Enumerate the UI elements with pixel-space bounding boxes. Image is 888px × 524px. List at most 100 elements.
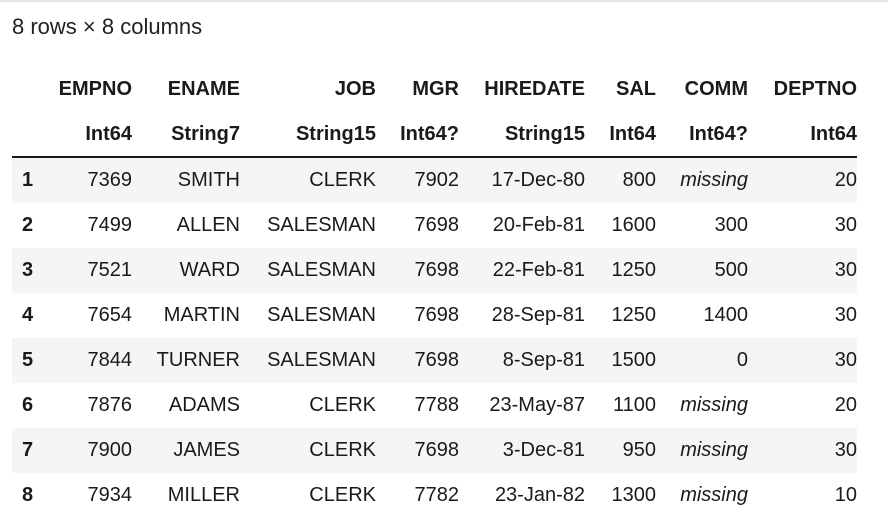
table-summary: 8 rows × 8 columns bbox=[12, 14, 203, 39]
table-cell: ADAMS bbox=[132, 383, 240, 428]
column-type: Int64 bbox=[585, 112, 656, 158]
table-cell: JAMES bbox=[132, 428, 240, 473]
table-cell: 30 bbox=[748, 293, 857, 338]
column-type: Int64? bbox=[656, 112, 748, 158]
table-cell: 3-Dec-81 bbox=[459, 428, 585, 473]
table-cell: 7698 bbox=[376, 338, 459, 383]
table-cell: 7698 bbox=[376, 248, 459, 293]
table-cell: 30 bbox=[748, 248, 857, 293]
table-cell: 300 bbox=[656, 203, 748, 248]
column-type: Int64? bbox=[376, 112, 459, 158]
table-cell: 23-Jan-82 bbox=[459, 473, 585, 518]
column-header: EMPNO bbox=[58, 77, 132, 100]
table-row: 3 7521 WARD SALESMAN 7698 22-Feb-81 1250 500 30 bbox=[12, 248, 857, 293]
table-cell: WARD bbox=[132, 248, 240, 293]
row-index: 8 bbox=[12, 473, 46, 518]
table-cell: missing bbox=[656, 473, 748, 518]
column-type-row: Int64 String7 String15 Int64? String15 I… bbox=[12, 112, 857, 158]
table-cell: CLERK bbox=[240, 473, 376, 518]
table-cell: 17-Dec-80 bbox=[459, 157, 585, 203]
table-cell: TURNER bbox=[132, 338, 240, 383]
table-cell: 30 bbox=[748, 203, 857, 248]
table-cell: MARTIN bbox=[132, 293, 240, 338]
table-cell: 1100 bbox=[585, 383, 656, 428]
table-cell: MILLER bbox=[132, 473, 240, 518]
table-cell: 23-May-87 bbox=[459, 383, 585, 428]
column-name-row: EMPNO ENAME JOB MGR HIREDATE SAL COMM DE… bbox=[12, 66, 857, 112]
table-cell: 20 bbox=[748, 383, 857, 428]
table-cell: 7654 bbox=[46, 293, 132, 338]
table-row: 7 7900 JAMES CLERK 7698 3-Dec-81 950 missing 30 bbox=[12, 428, 857, 473]
table-cell: 7900 bbox=[46, 428, 132, 473]
table-cell: missing bbox=[656, 428, 748, 473]
column-type: String7 bbox=[132, 112, 240, 158]
row-index: 7 bbox=[12, 428, 46, 473]
table-cell: 7902 bbox=[376, 157, 459, 203]
index-type-header bbox=[12, 112, 46, 158]
table-cell: 7698 bbox=[376, 203, 459, 248]
column-header: DEPTNO bbox=[773, 77, 857, 100]
column-header: COMM bbox=[684, 77, 748, 100]
table-row: 8 7934 MILLER CLERK 7782 23-Jan-82 1300 missing… bbox=[12, 473, 857, 518]
table-cell: 1500 bbox=[585, 338, 656, 383]
table-cell: 500 bbox=[656, 248, 748, 293]
table-cell: 1250 bbox=[585, 293, 656, 338]
table-cell: SMITH bbox=[132, 157, 240, 203]
table-cell: 10 bbox=[748, 473, 857, 518]
table-cell: 7698 bbox=[376, 293, 459, 338]
table-cell: 20 bbox=[748, 157, 857, 203]
table-cell: missing bbox=[656, 383, 748, 428]
table-cell: 7844 bbox=[46, 338, 132, 383]
column-header: MGR bbox=[412, 77, 459, 100]
table-cell: 7369 bbox=[46, 157, 132, 203]
table-cell: ALLEN bbox=[132, 203, 240, 248]
table-cell: 7876 bbox=[46, 383, 132, 428]
dataframe-table: EMPNO ENAME JOB MGR HIREDATE SAL COMM DE… bbox=[12, 66, 857, 518]
row-index: 5 bbox=[12, 338, 46, 383]
table-cell: 7788 bbox=[376, 383, 459, 428]
table-cell: 30 bbox=[748, 428, 857, 473]
table-cell: 7499 bbox=[46, 203, 132, 248]
table-row: 6 7876 ADAMS CLERK 7788 23-May-87 1100 missing 2… bbox=[12, 383, 857, 428]
table-cell: 28-Sep-81 bbox=[459, 293, 585, 338]
table-cell: 7782 bbox=[376, 473, 459, 518]
index-header bbox=[12, 66, 46, 112]
table-cell: 1600 bbox=[585, 203, 656, 248]
column-type: String15 bbox=[240, 112, 376, 158]
column-header: HIREDATE bbox=[484, 77, 585, 100]
row-index: 3 bbox=[12, 248, 46, 293]
table-cell: SALESMAN bbox=[240, 293, 376, 338]
table-cell: 8-Sep-81 bbox=[459, 338, 585, 383]
table-cell: SALESMAN bbox=[240, 203, 376, 248]
table-cell: 950 bbox=[585, 428, 656, 473]
table-row: 4 7654 MARTIN SALESMAN 7698 28-Sep-81 1250 1400… bbox=[12, 293, 857, 338]
table-cell: 1250 bbox=[585, 248, 656, 293]
table-cell: CLERK bbox=[240, 428, 376, 473]
table-cell: 20-Feb-81 bbox=[459, 203, 585, 248]
table-cell: 30 bbox=[748, 338, 857, 383]
table-cell: 7521 bbox=[46, 248, 132, 293]
column-type: Int64 bbox=[748, 112, 857, 158]
row-index: 1 bbox=[12, 157, 46, 203]
table-cell: 0 bbox=[656, 338, 748, 383]
column-type: Int64 bbox=[46, 112, 132, 158]
row-index: 4 bbox=[12, 293, 46, 338]
table-cell: CLERK bbox=[240, 383, 376, 428]
table-cell: 7934 bbox=[46, 473, 132, 518]
table-row: 2 7499 ALLEN SALESMAN 7698 20-Feb-81 1600 300 30 bbox=[12, 203, 857, 248]
table-cell: SALESMAN bbox=[240, 248, 376, 293]
table-body: 1 7369 SMITH CLERK 7902 17-Dec-80 800 missing 20… bbox=[12, 157, 857, 518]
top-divider bbox=[0, 0, 888, 2]
table-cell: 1400 bbox=[656, 293, 748, 338]
column-header: JOB bbox=[334, 77, 376, 100]
table-row: 5 7844 TURNER SALESMAN 7698 8-Sep-81 1500 0 30 bbox=[12, 338, 857, 383]
row-index: 6 bbox=[12, 383, 46, 428]
table-cell: SALESMAN bbox=[240, 338, 376, 383]
column-header: ENAME bbox=[167, 77, 240, 100]
table-cell: 22-Feb-81 bbox=[459, 248, 585, 293]
table-cell: 7698 bbox=[376, 428, 459, 473]
table-cell: CLERK bbox=[240, 157, 376, 203]
table-cell: 800 bbox=[585, 157, 656, 203]
column-type: String15 bbox=[459, 112, 585, 158]
table-cell: missing bbox=[656, 157, 748, 203]
